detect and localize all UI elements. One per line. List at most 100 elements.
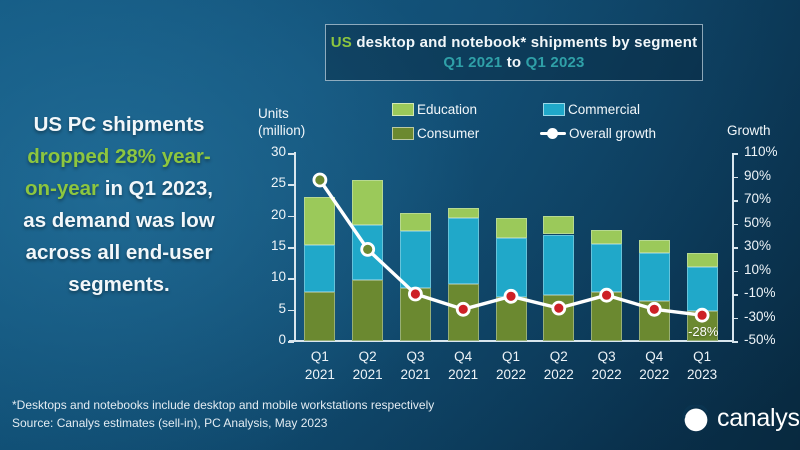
title-range-end: Q1 2023 [525, 54, 585, 71]
right-tick-mark [732, 223, 738, 225]
title-rest: desktop and notebook* shipments by segme… [351, 34, 698, 51]
headline-l2: dropped 28% year- [27, 145, 211, 168]
bar-segment-commercial [543, 234, 575, 296]
bar-segment-commercial [447, 218, 479, 284]
left-tick-mark [288, 153, 294, 155]
bar-segment-consumer [447, 284, 479, 341]
x-axis-label: Q4 2022 [639, 349, 670, 382]
left-tick-mark [288, 215, 294, 218]
right-tick-label: 10% [744, 261, 772, 277]
growth-line-icon [540, 127, 566, 140]
growth-marker [312, 172, 328, 188]
bar-segment-commercial [304, 245, 336, 293]
legend-label-education: Education [417, 101, 478, 117]
bar-segment-education [399, 212, 431, 232]
left-axis-caption: Units (million) [258, 105, 305, 139]
x-axis-label: Q2 2022 [543, 349, 574, 382]
x-axis-label: Q3 2022 [591, 349, 622, 382]
right-tick-mark [732, 317, 738, 319]
x-axis-label: Q1 2022 [495, 349, 526, 382]
left-tick-mark [288, 341, 294, 343]
right-tick-mark [732, 270, 738, 272]
title-to: to [506, 54, 522, 71]
units-caption-line1: Units [258, 106, 289, 121]
right-tick-mark [732, 153, 738, 155]
canalys-logo: canalys [682, 404, 800, 433]
bar-segment-education [304, 196, 336, 246]
education-swatch-icon [392, 102, 414, 116]
bar-segment-consumer [304, 292, 336, 341]
bar-segment-consumer [638, 300, 670, 341]
left-tick-label: 10 [270, 269, 286, 285]
right-axis-caption: Growth [727, 123, 771, 138]
bar-segment-commercial [686, 267, 718, 311]
right-tick-label: 50% [744, 214, 772, 230]
left-tick-mark [288, 247, 294, 249]
bar-segment-education [591, 229, 623, 244]
units-caption-line2: (million) [258, 123, 306, 138]
footnote-source: Source: Canalys estimates (sell-in), PC … [12, 416, 328, 430]
left-tick-label: 20 [270, 206, 286, 222]
bar-segment-consumer [495, 297, 527, 341]
plot-area: Q1 2021 Q2 2021 Q3 2021 Q4 2021 Q1 2022 Q2 2022 Q3 20… [271, 144, 778, 382]
canalys-logo-text: canalys [717, 404, 800, 432]
legend-label-commercial: Commercial [568, 101, 641, 117]
bar-segment-commercial [495, 238, 527, 298]
bar-segment-consumer [543, 295, 575, 341]
bar-segment-commercial [591, 243, 623, 293]
bar-segment-education [495, 217, 527, 239]
x-axis-line [289, 340, 733, 342]
right-tick-mark [732, 176, 738, 178]
x-axis-label: Q2 2021 [352, 349, 383, 382]
left-tick-mark [288, 184, 294, 186]
right-tick-mark [732, 247, 738, 249]
bar-segment-commercial [638, 252, 670, 301]
right-tick-label: 110% [744, 144, 778, 159]
title-range-start: Q1 2021 [443, 54, 503, 71]
headline-l5: across all end-user [25, 241, 213, 264]
left-tick-label: 0 [278, 332, 286, 347]
legend-label-overall-growth: Overall growth [569, 125, 657, 141]
canalys-logo-icon [682, 404, 708, 431]
bar-segment-education [543, 215, 575, 235]
right-tick-mark [732, 341, 738, 343]
headline-l1: US PC shipments [33, 113, 205, 136]
x-axis-label: Q1 2021 [304, 349, 335, 382]
legend-item-commercial: Commercial [543, 101, 640, 117]
title-us: US [330, 34, 352, 51]
left-tick-label: 15 [270, 238, 286, 253]
right-tick-mark [732, 200, 738, 202]
bar-segment-commercial [399, 231, 431, 289]
headline-l3b: in Q1 2023, [104, 177, 214, 200]
bar-segment-consumer [399, 288, 431, 341]
left-tick-mark [288, 309, 294, 312]
legend-item-overall-growth: Overall growth [540, 125, 656, 141]
right-tick-label: 90% [744, 167, 772, 183]
left-tick-label: 5 [278, 300, 286, 316]
bar-segment-commercial [352, 225, 384, 281]
right-tick-mark [732, 294, 738, 296]
footnote-asterisk: *Desktops and notebooks include desktop … [12, 398, 435, 412]
left-tick-label: 30 [270, 144, 286, 159]
x-axis-label: Q1 2023 [687, 349, 718, 382]
consumer-swatch-icon [392, 126, 414, 140]
right-tick-label: 70% [744, 191, 772, 206]
chart-title-box: US desktop and notebook* shipments by se… [325, 24, 703, 81]
left-axis-line [294, 152, 296, 342]
right-tick-label: -50% [744, 332, 776, 347]
headline-text: US PC shipments dropped 28% year- on-yea… [4, 109, 234, 301]
bar-segment-education [447, 207, 479, 219]
bar-segment-consumer [591, 292, 623, 341]
bar-segment-education [638, 239, 670, 253]
chart-title-line2: Q1 2021 to Q1 2023 [326, 53, 702, 73]
headline-l3a: on-year [24, 177, 100, 200]
legend-item-consumer: Consumer [392, 125, 479, 141]
right-tick-label: -10% [744, 285, 776, 300]
growth-annotation: -28% [688, 324, 719, 340]
commercial-swatch-icon [543, 102, 565, 116]
legend-label-consumer: Consumer [417, 125, 480, 141]
bar-segment-education [686, 252, 718, 267]
right-tick-label: -30% [744, 308, 776, 324]
left-tick-label: 25 [270, 175, 286, 191]
left-tick-mark [288, 278, 294, 280]
